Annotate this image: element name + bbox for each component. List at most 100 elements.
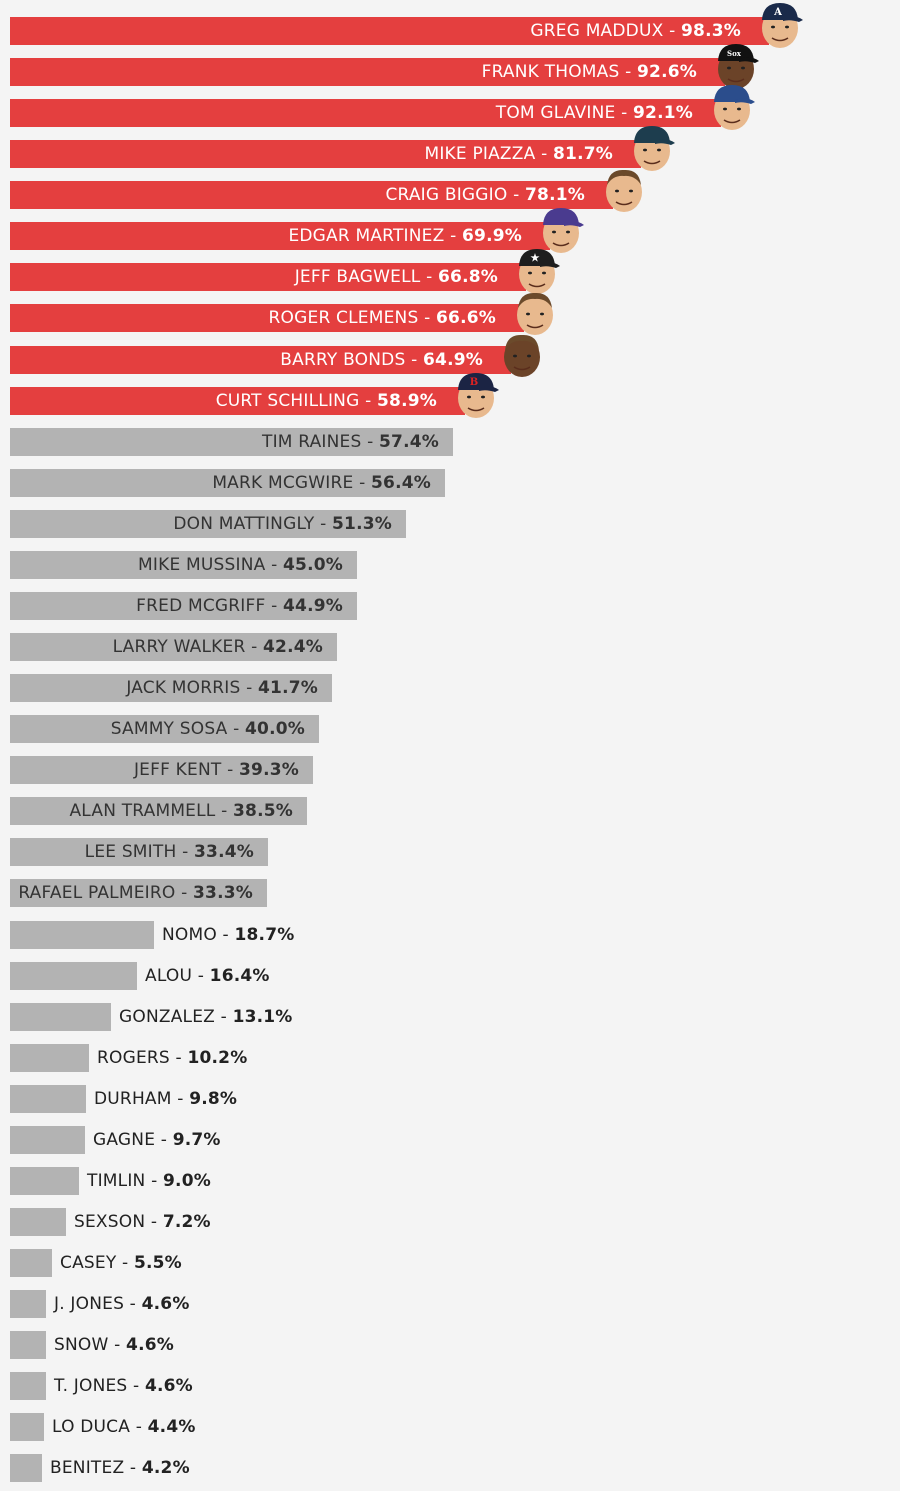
vote-percentage: 78.1%	[525, 185, 585, 205]
bar-label-23: NOMO - 18.7%	[162, 921, 294, 949]
bar-29	[10, 1167, 79, 1195]
bar-1	[10, 17, 769, 45]
bar-label-18: SAMMY SOSA - 40.0%	[10, 715, 305, 743]
bar-label-11: TIM RAINES - 57.4%	[10, 428, 439, 456]
vote-percentage: 41.7%	[258, 678, 318, 698]
label-separator: -	[116, 1253, 134, 1273]
bar-28	[10, 1126, 85, 1154]
bar-6	[10, 222, 550, 250]
player-photo	[709, 83, 755, 135]
bar-label-1: GREG MADDUX - 98.3%	[10, 17, 741, 45]
label-separator: -	[155, 1130, 173, 1150]
player-name: MIKE MUSSINA	[138, 555, 266, 575]
label-separator: -	[265, 555, 284, 575]
bar-label-13: DON MATTINGLY - 51.3%	[10, 510, 392, 538]
bar-label-8: ROGER CLEMENS - 66.6%	[10, 304, 496, 332]
bar-label-16: LARRY WALKER - 42.4%	[10, 633, 323, 661]
player-name: FRANK THOMAS	[481, 62, 620, 82]
player-name: ROGERS	[97, 1048, 170, 1068]
vote-percentage: 33.3%	[193, 883, 253, 903]
vote-percentage: 92.6%	[637, 62, 697, 82]
bar-32	[10, 1290, 46, 1318]
bar-17	[10, 674, 332, 702]
bar-label-20: ALAN TRAMMELL - 38.5%	[10, 797, 293, 825]
player-name: CRAIG BIGGIO	[385, 185, 508, 205]
player-name: T. JONES	[54, 1376, 128, 1396]
bar-22	[10, 879, 267, 907]
label-separator: -	[124, 1294, 142, 1314]
bar-2	[10, 58, 725, 86]
label-separator: -	[130, 1417, 148, 1437]
bar-label-22: RAFAEL PALMEIRO - 33.3%	[10, 879, 253, 907]
bar-label-3: TOM GLAVINE - 92.1%	[10, 99, 693, 127]
vote-percentage: 56.4%	[371, 473, 431, 493]
bar-7	[10, 263, 526, 291]
player-photo: A	[757, 1, 803, 53]
bar-35	[10, 1413, 44, 1441]
vote-percentage: 39.3%	[239, 760, 299, 780]
vote-percentage: 4.6%	[141, 1294, 190, 1314]
bar-label-31: CASEY - 5.5%	[60, 1249, 182, 1277]
player-name: SNOW	[54, 1335, 109, 1355]
vote-percentage: 58.9%	[377, 391, 437, 411]
bar-label-32: J. JONES - 4.6%	[54, 1290, 190, 1318]
bar-21	[10, 838, 268, 866]
label-separator: -	[145, 1171, 164, 1191]
bar-14	[10, 551, 357, 579]
bar-label-34: T. JONES - 4.6%	[54, 1372, 193, 1400]
bar-label-27: DURHAM - 9.8%	[94, 1085, 237, 1113]
label-separator: -	[145, 1212, 163, 1232]
bar-19	[10, 756, 313, 784]
vote-percentage: 38.5%	[233, 801, 293, 821]
vote-percentage: 44.9%	[283, 596, 343, 616]
vote-percentage: 4.6%	[126, 1335, 174, 1355]
vote-percentage: 4.4%	[147, 1417, 196, 1437]
bar-34	[10, 1372, 46, 1400]
label-separator: -	[353, 473, 372, 493]
bar-label-10: CURT SCHILLING - 58.9%	[10, 387, 437, 415]
vote-percentage: 69.9%	[462, 226, 522, 246]
label-separator: -	[169, 1048, 188, 1068]
vote-percentage: 9.0%	[163, 1171, 211, 1191]
player-name: MARK MCGWIRE	[212, 473, 354, 493]
vote-percentage: 9.7%	[172, 1130, 221, 1150]
player-photo	[538, 206, 584, 258]
label-separator: -	[361, 432, 380, 452]
player-name: DON MATTINGLY	[173, 514, 315, 534]
bar-18	[10, 715, 319, 743]
vote-percentage: 92.1%	[633, 103, 693, 123]
player-name: CASEY	[60, 1253, 117, 1273]
bar-27	[10, 1085, 86, 1113]
bar-25	[10, 1003, 111, 1031]
vote-percentage: 4.6%	[144, 1376, 193, 1396]
player-name: JEFF KENT	[133, 760, 222, 780]
vote-percentage: 45.0%	[283, 555, 343, 575]
vote-percentage: 4.2%	[141, 1458, 190, 1478]
bar-label-17: JACK MORRIS - 41.7%	[10, 674, 318, 702]
label-separator: -	[171, 1089, 190, 1109]
label-separator: -	[227, 719, 246, 739]
vote-percentage: 51.3%	[332, 514, 392, 534]
svg-text:B: B	[470, 377, 478, 388]
bar-23	[10, 921, 154, 949]
label-separator: -	[405, 350, 424, 370]
bar-24	[10, 962, 137, 990]
vote-percentage: 5.5%	[133, 1253, 182, 1273]
player-name: NOMO	[162, 925, 217, 945]
label-separator: -	[215, 801, 234, 821]
label-separator: -	[265, 596, 284, 616]
bar-label-26: ROGERS - 10.2%	[97, 1044, 247, 1072]
label-separator: -	[108, 1335, 127, 1355]
vote-percentage: 7.2%	[162, 1212, 211, 1232]
player-name: GREG MADDUX	[530, 21, 664, 41]
player-photo	[499, 330, 545, 382]
label-separator: -	[359, 391, 378, 411]
bar-label-30: SEXSON - 7.2%	[74, 1208, 211, 1236]
vote-percentage: 9.8%	[189, 1089, 238, 1109]
bar-label-2: FRANK THOMAS - 92.6%	[10, 58, 697, 86]
player-name: TIMLIN	[87, 1171, 146, 1191]
vote-percentage: 16.4%	[209, 966, 270, 986]
bar-label-24: ALOU - 16.4%	[145, 962, 270, 990]
player-name: SEXSON	[74, 1212, 146, 1232]
player-name: JEFF BAGWELL	[294, 267, 421, 287]
